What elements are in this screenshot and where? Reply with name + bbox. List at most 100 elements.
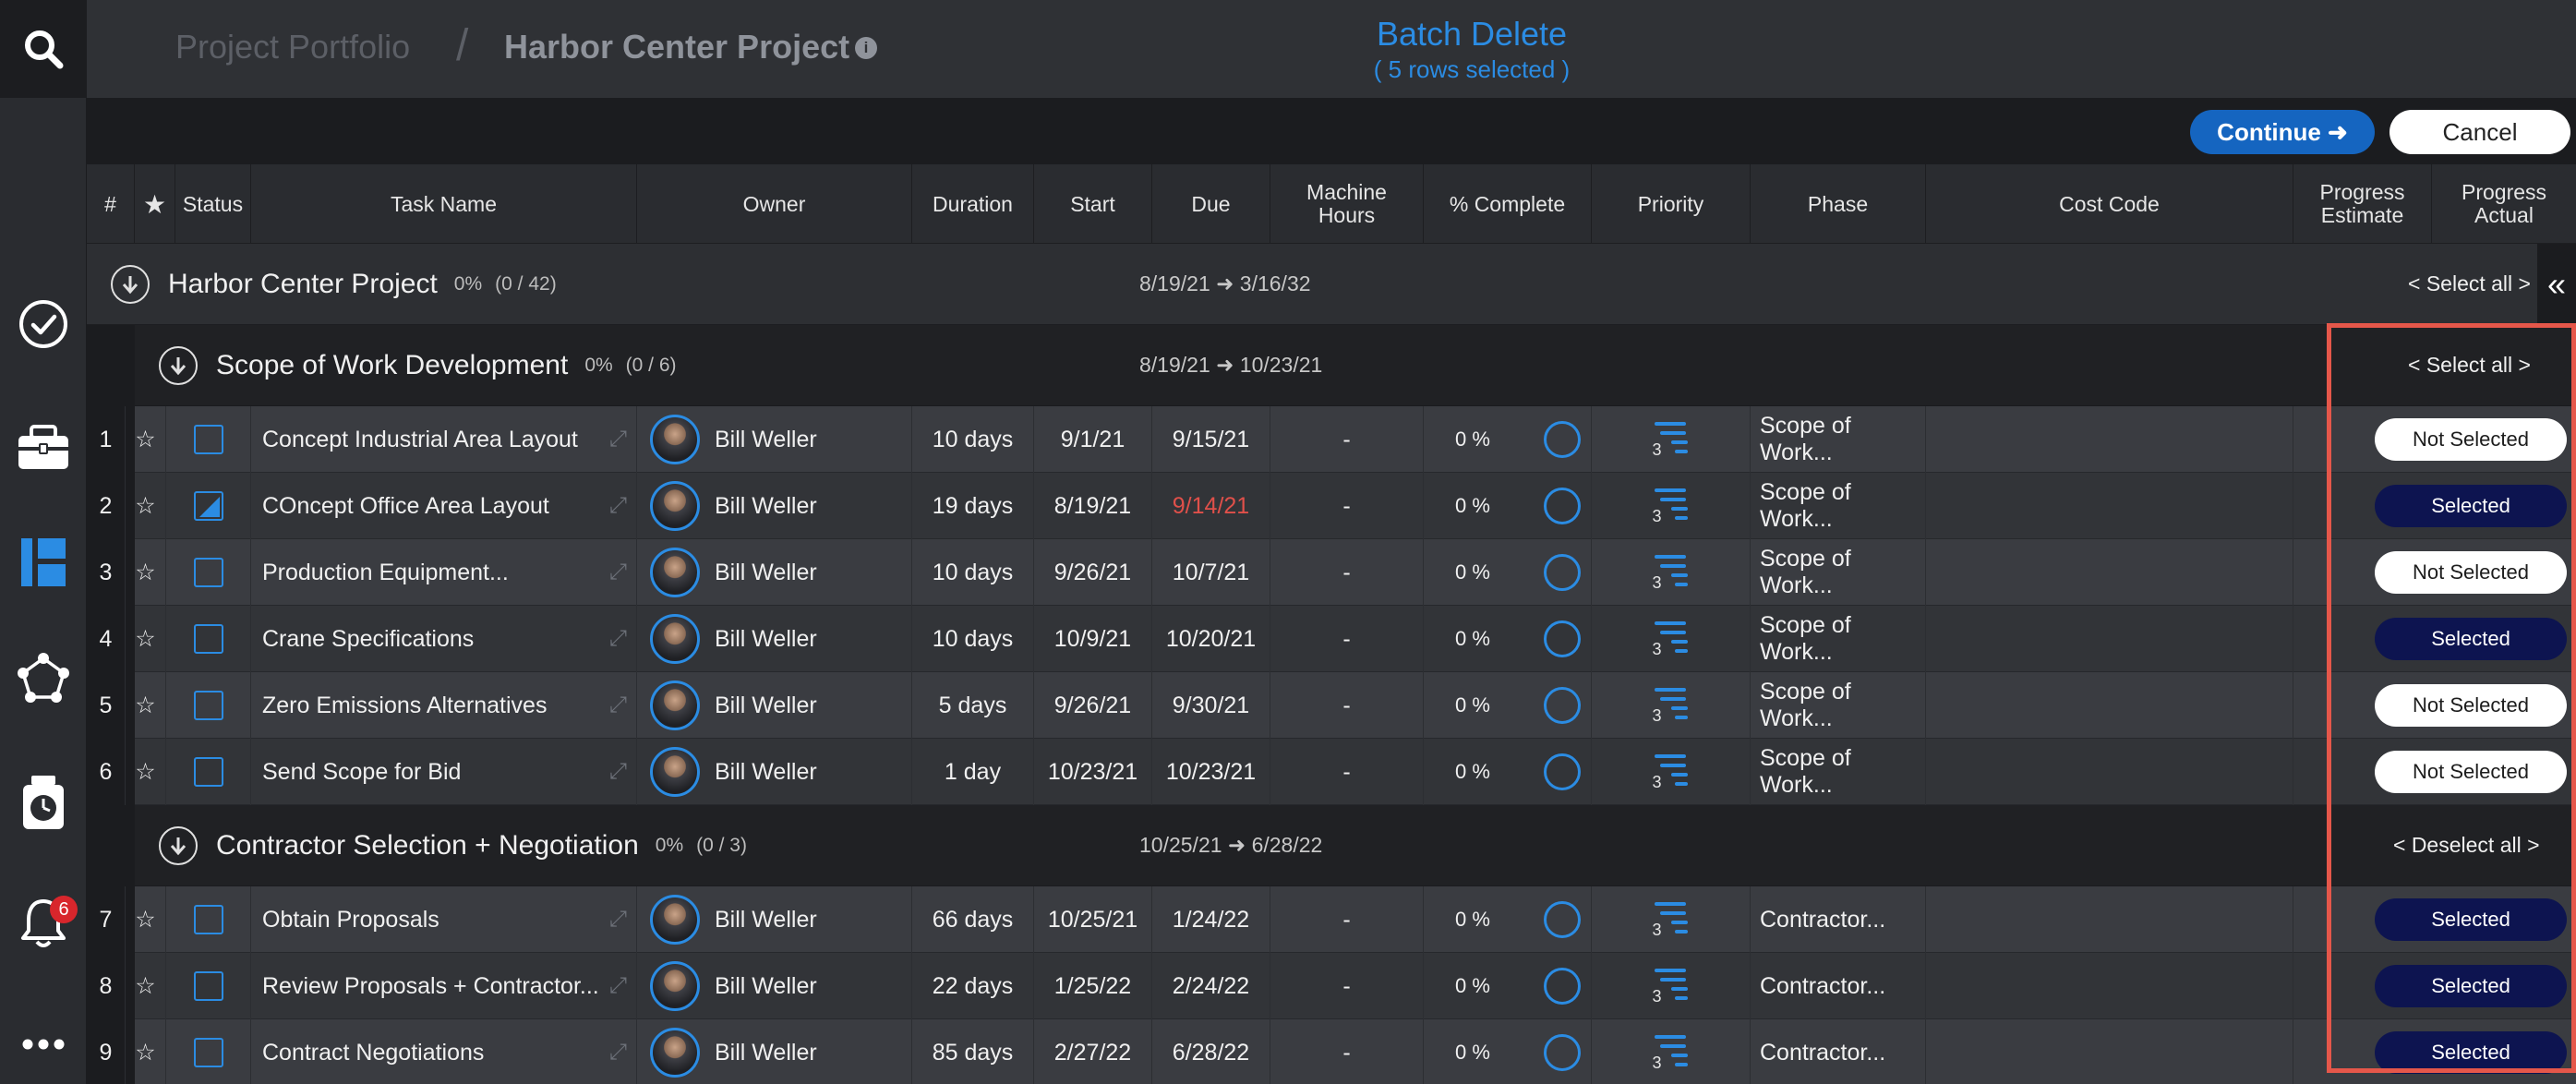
task-name[interactable]: Send Scope for Bid — [262, 758, 462, 785]
phase-cell[interactable]: Contractor... — [1751, 886, 1926, 953]
owner-cell[interactable]: Bill Weller — [637, 953, 912, 1019]
duration-cell[interactable]: 85 days — [912, 1019, 1034, 1084]
status-checkbox[interactable] — [193, 558, 223, 587]
due-date-cell[interactable]: 9/15/21 — [1152, 406, 1270, 473]
status-checkbox[interactable] — [193, 905, 223, 934]
pct-complete-cell[interactable]: 0 % — [1424, 473, 1592, 539]
task-name-cell[interactable]: Review Proposals + Contractor... ⤢ — [251, 953, 637, 1019]
owner-cell[interactable]: Bill Weller — [637, 886, 912, 953]
status-checkbox[interactable] — [193, 491, 223, 521]
more-menu-button[interactable] — [0, 1012, 87, 1077]
machine-hours-cell[interactable]: - — [1270, 886, 1424, 953]
status-checkbox[interactable] — [193, 757, 223, 787]
priority-cell[interactable]: 3 — [1592, 606, 1751, 672]
pct-complete-cell[interactable]: 0 % — [1424, 953, 1592, 1019]
phase-cell[interactable]: Contractor... — [1751, 953, 1926, 1019]
pct-complete-cell[interactable]: 0 % — [1424, 739, 1592, 805]
priority-cell[interactable]: 3 — [1592, 473, 1751, 539]
favorite-star-button[interactable]: ☆ — [126, 886, 166, 953]
col-header-progress-estimate[interactable]: Progress Estimate — [2293, 164, 2432, 244]
priority-cell[interactable]: 3 — [1592, 406, 1751, 473]
start-date-cell[interactable]: 1/25/22 — [1034, 953, 1152, 1019]
cancel-button[interactable]: Cancel — [2389, 110, 2570, 154]
favorite-star-button[interactable]: ☆ — [126, 473, 166, 539]
priority-cell[interactable]: 3 — [1592, 672, 1751, 739]
pct-complete-cell[interactable]: 0 % — [1424, 539, 1592, 606]
pct-complete-cell[interactable]: 0 % — [1424, 672, 1592, 739]
machine-hours-cell[interactable]: - — [1270, 739, 1424, 805]
duration-cell[interactable]: 10 days — [912, 539, 1034, 606]
col-header-start[interactable]: Start — [1034, 164, 1152, 244]
due-date-cell[interactable]: 1/24/22 — [1152, 886, 1270, 953]
start-date-cell[interactable]: 9/1/21 — [1034, 406, 1152, 473]
selection-toggle[interactable]: Not Selected — [2375, 751, 2567, 793]
duration-cell[interactable]: 66 days — [912, 886, 1034, 953]
priority-cell[interactable]: 3 — [1592, 1019, 1751, 1084]
task-row[interactable]: 5 ☆ Zero Emissions Alternatives ⤢ Bill Welle… — [100, 672, 2576, 739]
machine-hours-cell[interactable]: - — [1270, 672, 1424, 739]
col-header-task-name[interactable]: Task Name — [251, 164, 637, 244]
timesheet-nav-button[interactable] — [0, 770, 87, 835]
cost-code-cell[interactable] — [1926, 672, 2293, 739]
pct-complete-cell[interactable]: 0 % — [1424, 1019, 1592, 1084]
owner-cell[interactable]: Bill Weller — [637, 406, 912, 473]
cost-code-cell[interactable] — [1926, 886, 2293, 953]
expand-icon[interactable]: ⤢ — [608, 626, 627, 651]
cost-code-cell[interactable] — [1926, 739, 2293, 805]
task-name[interactable]: COncept Office Area Layout — [262, 492, 549, 519]
start-date-cell[interactable]: 10/25/21 — [1034, 886, 1152, 953]
task-name[interactable]: Concept Industrial Area Layout — [262, 426, 578, 452]
expand-icon[interactable]: ⤢ — [608, 493, 627, 518]
task-row[interactable]: 6 ☆ Send Scope for Bid ⤢ Bill Weller 1 day 10/… — [100, 739, 2576, 805]
progress-ring-icon[interactable] — [1543, 753, 1581, 790]
due-date-cell[interactable]: 9/14/21 — [1152, 473, 1270, 539]
selection-toggle[interactable]: Selected — [2375, 485, 2567, 527]
owner-cell[interactable]: Bill Weller — [637, 473, 912, 539]
selection-toggle[interactable]: Selected — [2375, 618, 2567, 660]
due-date-cell[interactable]: 9/30/21 — [1152, 672, 1270, 739]
col-header-machine-hours[interactable]: Machine Hours — [1270, 164, 1424, 244]
status-checkbox[interactable] — [193, 425, 223, 454]
task-name-cell[interactable]: Send Scope for Bid ⤢ — [251, 739, 637, 805]
task-name-cell[interactable]: Concept Industrial Area Layout ⤢ — [251, 406, 637, 473]
pct-complete-cell[interactable]: 0 % — [1424, 606, 1592, 672]
machine-hours-cell[interactable]: - — [1270, 606, 1424, 672]
progress-ring-icon[interactable] — [1543, 1034, 1581, 1071]
tasks-nav-button[interactable] — [0, 292, 87, 356]
continue-button[interactable]: Continue ➜ — [2190, 110, 2375, 154]
favorite-star-button[interactable]: ☆ — [126, 406, 166, 473]
task-name[interactable]: Production Equipment... — [262, 559, 509, 585]
due-date-cell[interactable]: 6/28/22 — [1152, 1019, 1270, 1084]
start-date-cell[interactable]: 9/26/21 — [1034, 539, 1152, 606]
progress-ring-icon[interactable] — [1543, 687, 1581, 724]
notifications-button[interactable]: 6 — [0, 890, 87, 955]
owner-cell[interactable]: Bill Weller — [637, 606, 912, 672]
expand-icon[interactable]: ⤢ — [608, 759, 627, 784]
selection-toggle[interactable]: Not Selected — [2375, 684, 2567, 727]
phase-cell[interactable]: Scope of Work... — [1751, 606, 1926, 672]
expand-icon[interactable]: ⤢ — [608, 1040, 627, 1065]
duration-cell[interactable]: 10 days — [912, 606, 1034, 672]
favorite-star-button[interactable]: ☆ — [126, 953, 166, 1019]
owner-cell[interactable]: Bill Weller — [637, 1019, 912, 1084]
task-name-cell[interactable]: Production Equipment... ⤢ — [251, 539, 637, 606]
selection-toggle[interactable]: Selected — [2375, 965, 2567, 1007]
start-date-cell[interactable]: 9/26/21 — [1034, 672, 1152, 739]
expand-icon[interactable]: ⤢ — [608, 427, 627, 452]
progress-ring-icon[interactable] — [1543, 901, 1581, 938]
col-header-phase[interactable]: Phase — [1751, 164, 1926, 244]
task-row[interactable]: 7 ☆ Obtain Proposals ⤢ Bill Weller 66 days 10/… — [100, 886, 2576, 953]
col-header-cost-code[interactable]: Cost Code — [1926, 164, 2293, 244]
task-row[interactable]: 1 ☆ Concept Industrial Area Layout ⤢ Bill We… — [100, 406, 2576, 473]
task-row[interactable]: 8 ☆ Review Proposals + Contractor... ⤢ Bill … — [100, 953, 2576, 1019]
due-date-cell[interactable]: 10/20/21 — [1152, 606, 1270, 672]
duration-cell[interactable]: 19 days — [912, 473, 1034, 539]
owner-cell[interactable]: Bill Weller — [637, 739, 912, 805]
phase-cell[interactable]: Scope of Work... — [1751, 739, 1926, 805]
priority-cell[interactable]: 3 — [1592, 539, 1751, 606]
progress-ring-icon[interactable] — [1543, 421, 1581, 458]
portfolio-nav-button[interactable] — [0, 416, 87, 480]
board-nav-button[interactable] — [0, 530, 87, 595]
duration-cell[interactable]: 1 day — [912, 739, 1034, 805]
progress-ring-icon[interactable] — [1543, 554, 1581, 591]
